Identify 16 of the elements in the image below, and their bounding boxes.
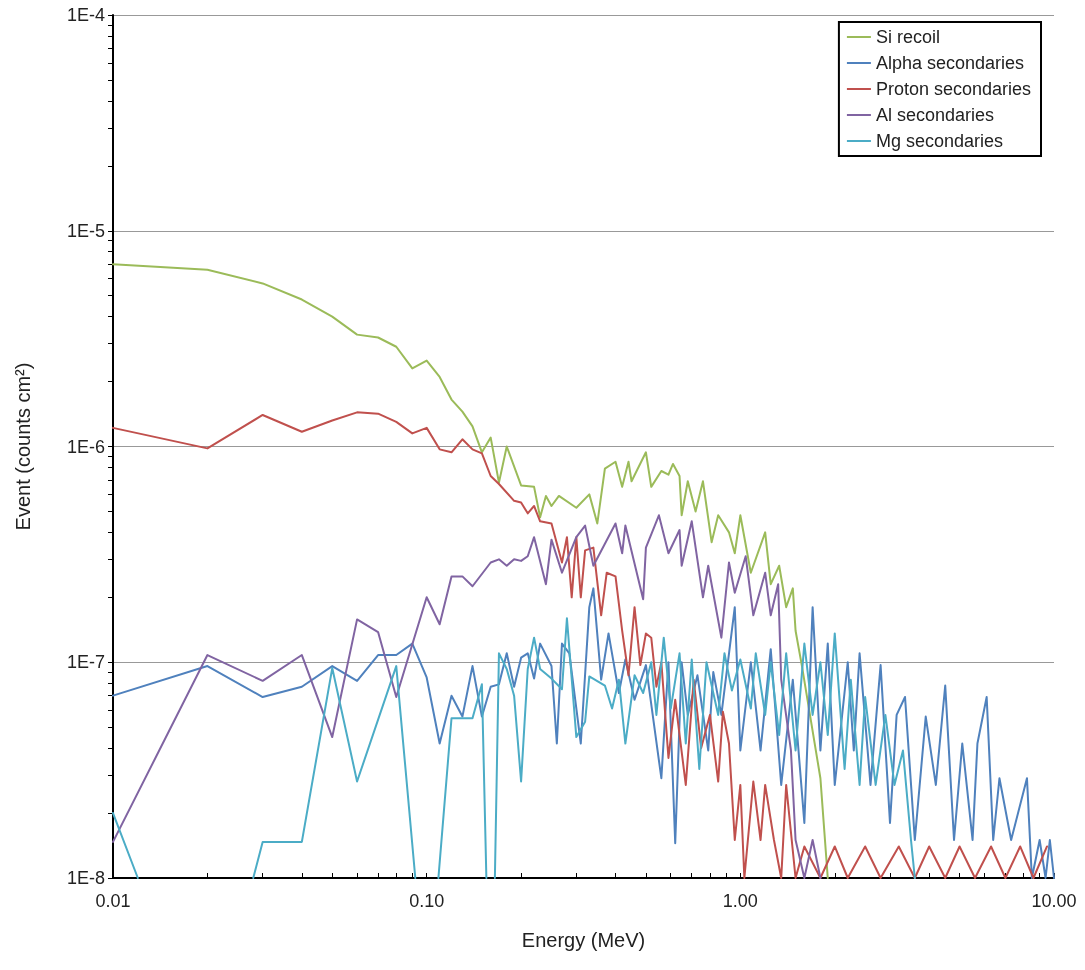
- legend-label: Mg secondaries: [875, 131, 1003, 151]
- y-tick-label: 1E-8: [66, 868, 105, 888]
- legend-label: Proton secondaries: [875, 79, 1031, 99]
- y-tick-label: 1E-6: [66, 436, 105, 457]
- y-tick-label: 1E-5: [66, 220, 105, 241]
- legend-label: Alpha secondaries: [875, 53, 1025, 73]
- legend-label: Si recoil: [875, 27, 940, 47]
- x-tick-label: 0.01: [95, 891, 131, 911]
- legend-label: Al secondaries: [875, 105, 994, 125]
- x-tick-label: 1.00: [722, 891, 758, 911]
- x-tick-label: 0.10: [409, 891, 445, 911]
- x-tick-label: 10.00: [1031, 891, 1077, 911]
- y-tick-label: 1E-4: [66, 5, 105, 25]
- y-tick-label: 1E-7: [66, 652, 105, 673]
- x-axis-title: Energy (MeV): [521, 929, 646, 951]
- y-axis-title: Event (counts cm²): [12, 362, 34, 531]
